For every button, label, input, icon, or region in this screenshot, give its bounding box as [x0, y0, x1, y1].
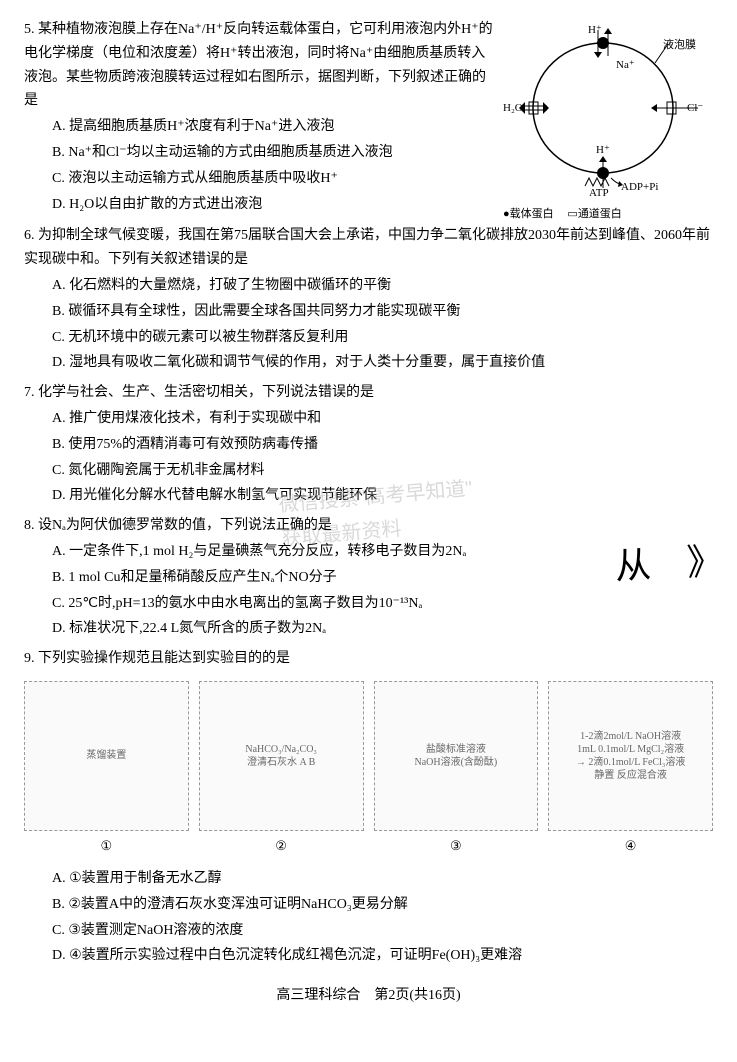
q5-number: 5.	[24, 22, 35, 37]
q6-opt-D: D. 湿地具有吸收二氧化碳和调节气候的作用，对于人类十分重要，属于直接价值	[52, 351, 713, 375]
q9-stem: 下列实验操作规范且能达到实验目的的是	[38, 651, 290, 666]
svg-text:H⁺: H⁺	[596, 144, 610, 156]
q7-opt-C: C. 氮化硼陶瓷属于无机非金属材料	[52, 459, 713, 483]
q8-opt-D: D. 标准状况下,22.4 L氮气所含的质子数为2Nₐ	[52, 617, 713, 641]
page-footer: 高三理科综合 第2页(共16页)	[24, 984, 713, 1008]
q9-fig-2: NaHCO₃/Na₂CO₃澄清石灰水 A B	[199, 681, 364, 831]
q6-number: 6.	[24, 228, 35, 243]
q9-opt-C: C. ③装置测定NaOH溶液的浓度	[52, 919, 713, 943]
q8-opt-B: B. 1 mol Cu和足量稀硝酸反应产生Nₐ个NO分子	[52, 566, 713, 590]
q9-opt-D: D. ④装置所示实验过程中白色沉淀转化成红褐色沉淀，可证明Fe(OH)₃更难溶	[52, 944, 713, 968]
question-5: H⁺ Na⁺ H₂O Cl⁻	[24, 18, 713, 218]
svg-text:Na⁺: Na⁺	[616, 59, 635, 71]
q8-opt-C: C. 25℃时,pH=13的氨水中由水电离出的氢离子数目为10⁻¹³Nₐ	[52, 592, 713, 616]
question-9: 9. 下列实验操作规范且能达到实验目的的是 蒸馏装置 ① NaHCO₃/Na₂C…	[24, 647, 713, 968]
q6-opt-C: C. 无机环境中的碳元素可以被生物群落反复利用	[52, 326, 713, 350]
q5-stem: 某种植物液泡膜上存在Na⁺/H⁺反向转运载体蛋白，它可利用液泡内外H⁺的电化学梯…	[24, 22, 493, 108]
q7-opt-B: B. 使用75%的酒精消毒可有效预防病毒传播	[52, 433, 713, 457]
question-7: 7. 化学与社会、生产、生活密切相关，下列说法错误的是 A. 推广使用煤液化技术…	[24, 381, 713, 508]
q9-fig-3: 盐酸标准溶液NaOH溶液(含酚酞)	[374, 681, 539, 831]
q7-number: 7.	[24, 385, 35, 400]
q9-exp-1: 蒸馏装置 ①	[24, 681, 189, 857]
svg-text:ADP+Pi: ADP+Pi	[621, 181, 658, 193]
q8-number: 8.	[24, 518, 35, 533]
q6-options: A. 化石燃料的大量燃烧，打破了生物圈中碳循环的平衡 B. 碳循环具有全球性，因…	[24, 274, 713, 375]
q9-opt-B: B. ②装置A中的澄清石灰水变浑浊可证明NaHCO₃更易分解	[52, 893, 713, 917]
question-6: 6. 为抑制全球气候变暖，我国在第75届联合国大会上承诺，中国力争二氧化碳排放2…	[24, 224, 713, 375]
q9-fig-1: 蒸馏装置	[24, 681, 189, 831]
q9-opt-A: A. ①装置用于制备无水乙醇	[52, 867, 713, 891]
q7-stem: 化学与社会、生产、生活密切相关，下列说法错误的是	[38, 385, 374, 400]
q6-stem: 为抑制全球气候变暖，我国在第75届联合国大会上承诺，中国力争二氧化碳排放2030…	[24, 228, 710, 267]
q9-exp-2: NaHCO₃/Na₂CO₃澄清石灰水 A B ②	[199, 681, 364, 857]
question-8: 8. 设Nₐ为阿伏伽德罗常数的值，下列说法正确的是 A. 一定条件下,1 mol…	[24, 514, 713, 641]
q9-fig-4: 1-2滴2mol/L NaOH溶液1mL 0.1mol/L MgCl₂溶液→ 2…	[548, 681, 713, 831]
q9-experiments: 蒸馏装置 ① NaHCO₃/Na₂CO₃澄清石灰水 A B ② 盐酸标准溶液Na…	[24, 681, 713, 857]
svg-text:ATP: ATP	[589, 187, 609, 198]
q9-number: 9.	[24, 651, 35, 666]
q7-opt-A: A. 推广使用煤液化技术，有利于实现碳中和	[52, 407, 713, 431]
q9-exp-3: 盐酸标准溶液NaOH溶液(含酚酞) ③	[374, 681, 539, 857]
q6-opt-A: A. 化石燃料的大量燃烧，打破了生物圈中碳循环的平衡	[52, 274, 713, 298]
q6-opt-B: B. 碳循环具有全球性，因此需要全球各国共同努力才能实现碳平衡	[52, 300, 713, 324]
q7-options: A. 推广使用煤液化技术，有利于实现碳中和 B. 使用75%的酒精消毒可有效预防…	[24, 407, 713, 508]
q5-diagram: H⁺ Na⁺ H₂O Cl⁻	[503, 18, 713, 198]
q7-opt-D: D. 用光催化分解水代替电解水制氢气可实现节能环保	[52, 484, 713, 508]
q8-stem: 设Nₐ为阿伏伽德罗常数的值，下列说法正确的是	[38, 518, 332, 533]
q9-exp-4: 1-2滴2mol/L NaOH溶液1mL 0.1mol/L MgCl₂溶液→ 2…	[548, 681, 713, 857]
q8-options: A. 一定条件下,1 mol H₂与足量碘蒸气充分反应，转移电子数目为2Nₐ B…	[24, 540, 713, 641]
q5-legend: ●载体蛋白 ▭通道蛋白	[503, 205, 713, 224]
q9-options: A. ①装置用于制备无水乙醇 B. ②装置A中的澄清石灰水变浑浊可证明NaHCO…	[24, 867, 713, 968]
svg-text:H⁺: H⁺	[588, 24, 602, 36]
handwritten-mark: 从 》	[613, 531, 724, 598]
